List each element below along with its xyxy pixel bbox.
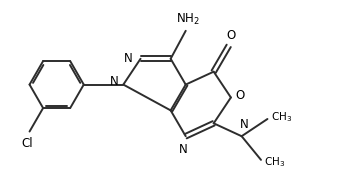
Text: N: N xyxy=(110,75,118,88)
Text: NH$_2$: NH$_2$ xyxy=(176,12,200,27)
Text: Cl: Cl xyxy=(22,137,33,150)
Text: N: N xyxy=(124,52,133,65)
Text: CH$_3$: CH$_3$ xyxy=(265,155,286,169)
Text: N: N xyxy=(179,143,188,156)
Text: CH$_3$: CH$_3$ xyxy=(271,110,292,124)
Text: O: O xyxy=(226,29,236,42)
Text: N: N xyxy=(240,118,249,131)
Text: O: O xyxy=(236,89,245,102)
